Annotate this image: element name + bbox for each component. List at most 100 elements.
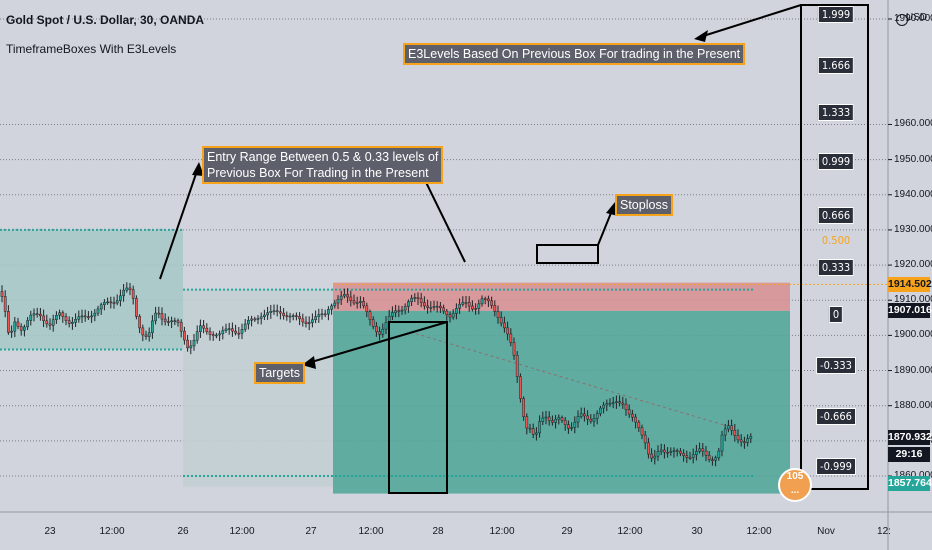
candle [138,314,141,334]
candle [656,445,660,461]
candle [205,323,209,335]
candle-body [391,312,394,317]
candle [723,423,727,442]
candle-body [723,428,727,436]
candle [746,434,749,447]
candle-body [618,401,621,404]
e3-level-label: -0.333 [816,357,856,374]
candle-body [211,334,215,336]
candle [115,294,119,306]
candle [391,306,394,320]
candle [490,296,493,309]
candle-body [61,312,65,317]
candle-body [407,301,410,307]
candle-body [202,325,205,329]
candle-body [125,287,129,291]
candle [416,292,420,305]
candle [714,455,717,467]
candle-body [733,430,737,436]
candle-body [503,322,506,329]
x-tick-label: 27 [305,526,317,537]
candle [442,304,445,315]
candle [621,396,625,409]
candle [295,312,298,321]
candle [208,327,212,341]
candle-body [560,417,564,421]
candle [279,306,282,320]
candle-body [275,310,279,313]
candle [663,444,666,459]
candle [695,444,698,461]
candle [189,340,193,355]
candle [103,299,106,311]
symbol-header[interactable]: Gold Spot / U.S. Dollar, 30, OANDA [6,13,205,27]
candle-body [704,450,708,456]
candle-body [333,302,337,307]
candle-body [48,323,52,326]
price-tag: 1907.016 [888,303,932,319]
arrow-box3-to-entry [419,169,466,263]
candle-body [336,299,340,304]
candle [317,308,321,323]
candle [147,327,151,342]
candle-body [656,451,660,457]
candle [547,411,551,426]
candle [307,316,311,331]
candle-body [272,310,276,313]
candles [0,282,753,467]
candle [327,306,330,321]
candle-body [499,317,503,324]
candle-body [515,355,519,377]
candle [435,301,439,313]
candle-body [685,455,689,458]
candle-body [666,451,669,454]
candle-body [154,312,157,322]
candle [58,309,61,320]
candle [256,315,260,325]
widget-badge[interactable]: 105 ... [778,468,812,502]
price-tag: 29:16 [888,446,930,462]
candle-body [634,416,637,423]
candle [650,448,653,462]
candle-body [35,313,39,315]
candle [394,304,397,318]
candle-body [586,415,589,420]
candle [448,311,452,323]
candle [432,300,436,311]
candle-body [439,305,442,309]
candle [240,323,244,340]
candle [67,316,71,328]
currency-label[interactable]: USD [906,12,928,23]
candle [573,416,577,434]
candle-body [595,413,599,419]
candle-body [205,327,209,332]
indicator-name[interactable]: TimeframeBoxes With E3Levels [6,42,177,56]
candle-body [285,315,289,317]
e3-level-label: 1.333 [817,104,855,121]
candle [80,309,84,323]
candle-body [746,438,749,443]
candle [403,303,407,315]
candle-body [711,459,714,461]
candle [483,296,487,305]
candle [560,415,564,424]
candle [733,423,737,442]
candle [250,315,253,327]
candle-body [355,302,359,304]
candle [717,447,721,461]
candle [83,309,87,322]
candle-body [295,315,298,317]
candle [583,407,586,422]
candle-body [682,453,685,456]
price-scale-settings-icon[interactable] [896,14,908,26]
candle [576,410,580,428]
arrow-to-levels [699,4,802,38]
stoploss-marker-box [536,244,599,264]
candle [551,415,554,426]
candle-body [467,302,471,307]
y-tick-label: 1880.000 [894,399,932,411]
candle [237,326,241,339]
candle [301,313,305,327]
candle [400,305,404,315]
